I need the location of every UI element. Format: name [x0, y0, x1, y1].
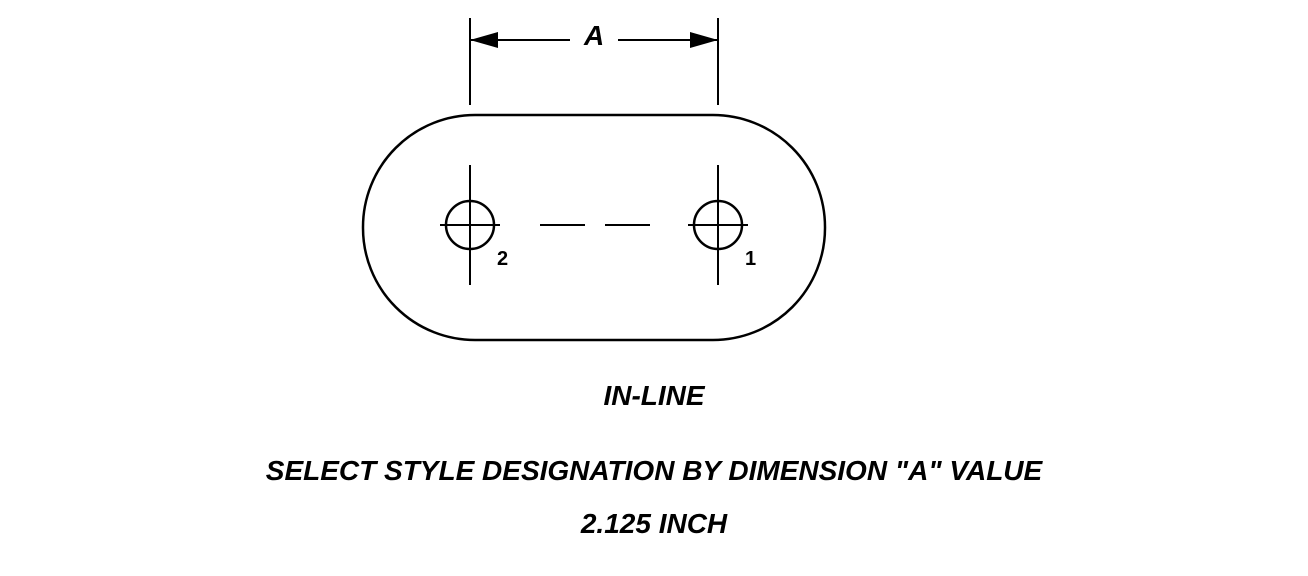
dimension-a-label: A	[584, 20, 604, 52]
dim-a-arrow-right	[690, 32, 718, 48]
hole-2-label: 2	[497, 248, 508, 271]
dim-a-arrow-left	[470, 32, 498, 48]
diagram-svg	[0, 0, 1308, 576]
technical-diagram: A 1 2 IN-LINE SELECT STYLE DESIGNATION B…	[0, 0, 1308, 576]
plate-outline	[363, 115, 825, 340]
hole-1-label: 1	[745, 248, 756, 271]
caption-instruction: SELECT STYLE DESIGNATION BY DIMENSION "A…	[0, 455, 1308, 487]
caption-dimension-value: 2.125 INCH	[0, 508, 1308, 540]
caption-inline: IN-LINE	[0, 380, 1308, 412]
